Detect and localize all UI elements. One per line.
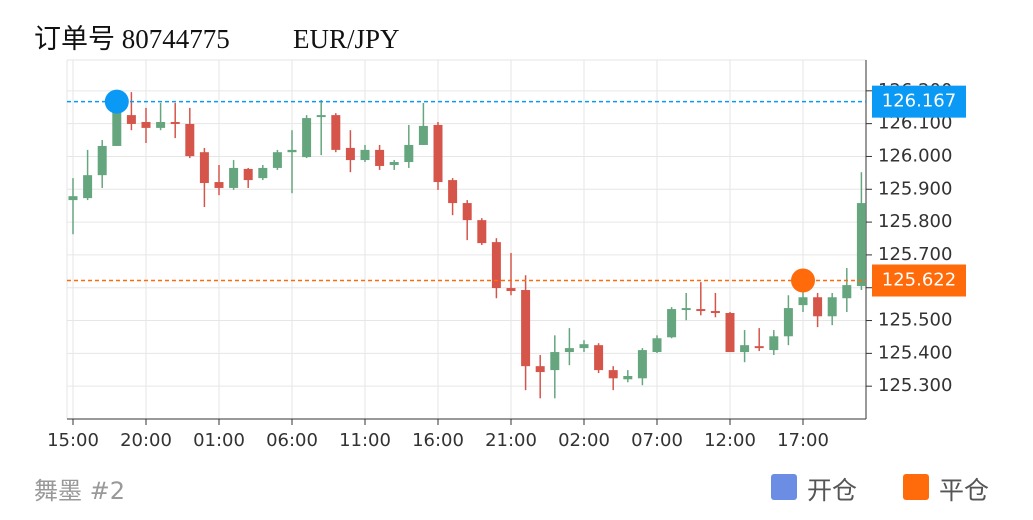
candle-body <box>112 107 122 146</box>
candle-body <box>535 366 545 373</box>
candle-body <box>316 115 326 118</box>
candle-body <box>97 145 107 176</box>
x-tick-label: 21:00 <box>485 430 537 451</box>
candle-body <box>331 115 341 150</box>
candle-body <box>462 203 472 221</box>
candle-body <box>185 123 195 157</box>
candle-body <box>842 285 852 299</box>
candle-body <box>725 312 735 353</box>
y-tick-label: 126.000 <box>878 145 952 166</box>
legend-swatch <box>903 474 929 500</box>
y-tick-label: 125.500 <box>878 310 952 331</box>
candle-body <box>389 162 399 165</box>
candle-body <box>360 149 370 161</box>
candle-body <box>491 242 501 289</box>
candle-body <box>594 345 604 371</box>
legend-label: 开仓 <box>807 476 857 505</box>
chart-subtitle: EUR/JPY <box>293 24 400 54</box>
candle-body <box>170 121 180 124</box>
candle-body <box>404 144 414 163</box>
candle-body <box>667 309 677 338</box>
candle-body <box>521 290 531 367</box>
candle-body <box>433 124 443 183</box>
y-tick-label: 125.700 <box>878 244 952 265</box>
candle-body <box>287 149 297 153</box>
y-tick-label: 125.300 <box>878 375 952 396</box>
trade-marker <box>791 268 815 293</box>
candle-body <box>652 338 662 353</box>
trade-marker <box>104 89 129 114</box>
candle-body <box>214 182 224 188</box>
candle-body <box>68 196 78 201</box>
candle-body <box>141 121 151 128</box>
candle-body <box>477 220 487 244</box>
candle-body <box>681 308 691 311</box>
candle-body <box>272 152 282 168</box>
candle-body <box>126 115 136 124</box>
candle-body <box>754 346 764 349</box>
chart-title: 订单号 80744775 <box>34 24 230 54</box>
candle-body <box>813 297 823 317</box>
candle-body <box>696 309 706 312</box>
candle-body <box>258 167 268 179</box>
candle-body <box>783 308 793 337</box>
x-tick-label: 02:00 <box>558 430 610 451</box>
candle-body <box>199 152 209 184</box>
y-tick-label: 125.900 <box>878 178 952 199</box>
x-tick-label: 16:00 <box>412 430 464 451</box>
candle-body <box>710 311 720 313</box>
candle-body <box>740 345 750 353</box>
y-tick-label: 125.400 <box>878 342 952 363</box>
candle-body <box>550 352 560 371</box>
x-tick-label: 12:00 <box>704 430 756 451</box>
candle-body <box>506 288 516 292</box>
x-tick-label: 11:00 <box>339 430 391 451</box>
y-tick-label: 125.800 <box>878 211 952 232</box>
candle-body <box>608 370 618 379</box>
x-tick-label: 20:00 <box>120 430 172 451</box>
price-tag-label: 125.622 <box>882 270 956 291</box>
legend-swatch <box>771 474 797 500</box>
x-tick-label: 15:00 <box>47 430 99 451</box>
candle-body <box>229 167 239 188</box>
price-tag <box>872 85 966 118</box>
footer: 舞墨 #2 <box>34 477 125 505</box>
candle-body <box>579 344 589 349</box>
legend-label: 平仓 <box>939 476 989 505</box>
y-tick-label: 126.100 <box>878 113 952 134</box>
candle-body <box>448 180 458 204</box>
candle-body <box>623 376 633 380</box>
candle-body <box>243 168 253 181</box>
candle-body <box>302 118 312 158</box>
x-tick-label: 17:00 <box>777 430 829 451</box>
candle-body <box>564 348 574 353</box>
candle-body <box>345 147 355 161</box>
x-tick-label: 07:00 <box>631 430 683 451</box>
x-tick-label: 01:00 <box>193 430 245 451</box>
price-tag-label: 126.167 <box>882 91 956 112</box>
price-tag <box>872 264 966 297</box>
candle-body <box>769 336 779 351</box>
x-tick-label: 06:00 <box>266 430 318 451</box>
candle-body <box>156 121 166 128</box>
candle-body <box>827 297 837 317</box>
candle-body <box>375 149 385 166</box>
candle-body <box>856 203 866 287</box>
candle-body <box>798 297 808 306</box>
candle-body <box>637 350 647 379</box>
candle-body <box>418 125 428 145</box>
candle-body <box>83 175 93 199</box>
